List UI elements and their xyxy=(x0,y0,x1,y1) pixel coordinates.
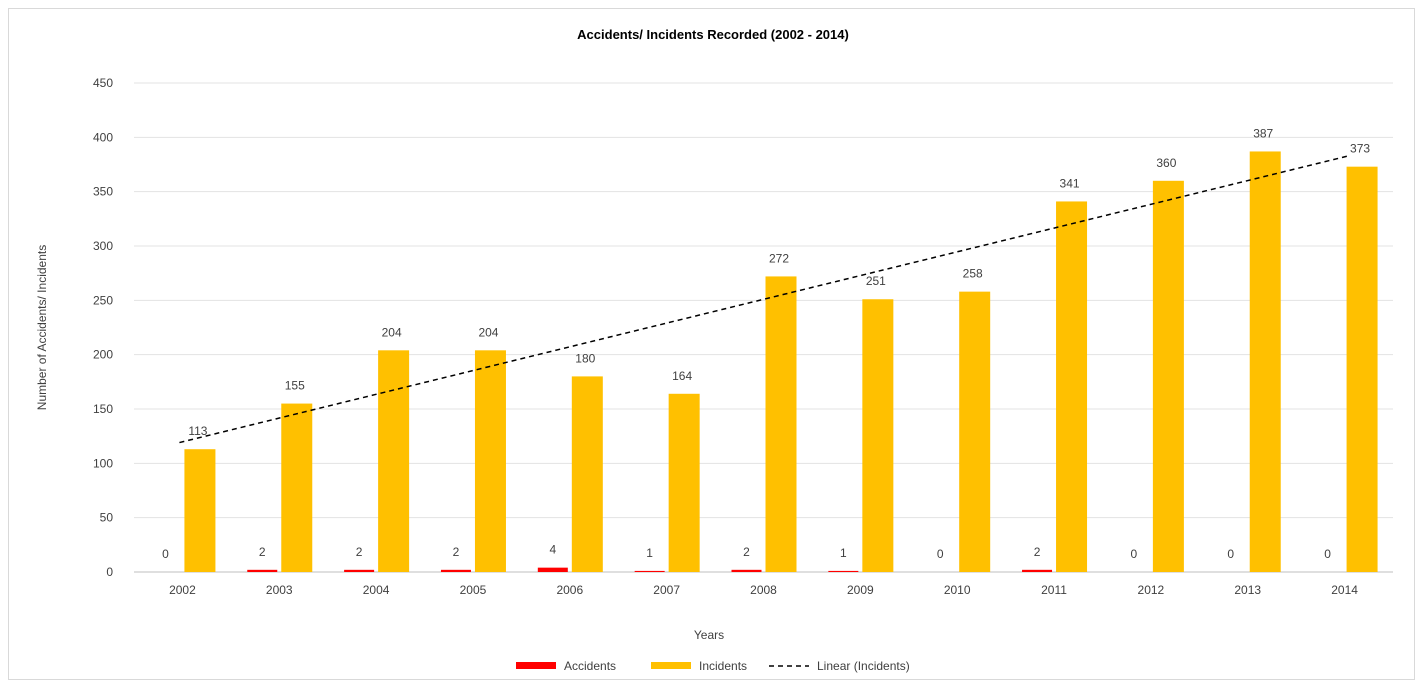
data-label-incidents: 204 xyxy=(478,325,498,339)
y-axis-title: Number of Accidents/ Incidents xyxy=(35,245,49,410)
bar-incidents xyxy=(1152,180,1184,573)
x-tick-label: 2004 xyxy=(363,583,390,597)
legend-label-incidents: Incidents xyxy=(699,659,747,673)
chart-frame: Accidents/ Incidents Recorded (2002 - 20… xyxy=(8,8,1415,680)
data-label-incidents: 272 xyxy=(769,251,789,265)
bar-accidents xyxy=(731,569,762,572)
x-tick-label: 2007 xyxy=(653,583,680,597)
bar-incidents xyxy=(765,276,797,572)
x-tick-label: 2014 xyxy=(1331,583,1358,597)
chart-title: Accidents/ Incidents Recorded (2002 - 20… xyxy=(577,27,849,42)
x-tick-label: 2003 xyxy=(266,583,293,597)
bar-incidents xyxy=(1346,166,1378,572)
bar-incidents xyxy=(474,350,506,572)
data-label-accidents: 2 xyxy=(259,545,266,559)
data-label-accidents: 4 xyxy=(549,543,556,557)
bars xyxy=(184,151,1378,573)
x-tick-label: 2005 xyxy=(460,583,487,597)
data-label-accidents: 0 xyxy=(162,547,169,561)
data-label-incidents: 258 xyxy=(963,267,983,281)
data-label-accidents: 2 xyxy=(356,545,363,559)
data-label-incidents: 360 xyxy=(1156,156,1176,170)
bar-incidents xyxy=(281,403,313,572)
data-label-incidents: 251 xyxy=(866,274,886,288)
bar-accidents xyxy=(828,570,859,572)
legend-swatch-incidents xyxy=(651,662,691,669)
data-label-accidents: 0 xyxy=(1131,547,1138,561)
data-label-accidents: 0 xyxy=(1324,547,1331,561)
data-label-accidents: 1 xyxy=(840,546,847,560)
bar-incidents xyxy=(378,350,410,572)
bar-incidents xyxy=(571,376,603,572)
data-label-incidents: 204 xyxy=(382,325,402,339)
data-label-accidents: 2 xyxy=(1034,545,1041,559)
x-tick-label: 2008 xyxy=(750,583,777,597)
bar-accidents xyxy=(440,569,471,572)
bar-accidents xyxy=(537,567,568,572)
bar-accidents xyxy=(1022,569,1053,572)
data-labels: 0 113 2 155 2 204 2 204 4 180 1 164 2 272 1 251 0 258 2 341… xyxy=(162,126,1370,561)
y-tick-label: 400 xyxy=(93,130,113,144)
data-label-accidents: 0 xyxy=(1227,547,1234,561)
x-tick-label: 2011 xyxy=(1041,583,1067,597)
data-label-incidents: 180 xyxy=(575,351,595,365)
x-tick-label: 2009 xyxy=(847,583,874,597)
bar-accidents xyxy=(634,570,665,572)
legend: Accidents Incidents Linear (Incidents) xyxy=(516,659,910,673)
x-tick-label: 2010 xyxy=(944,583,971,597)
x-tick-label: 2012 xyxy=(1138,583,1165,597)
y-tick-label: 0 xyxy=(106,565,113,579)
y-tick-label: 200 xyxy=(93,348,113,362)
legend-label-accidents: Accidents xyxy=(564,659,616,673)
data-label-incidents: 164 xyxy=(672,369,692,383)
bar-incidents xyxy=(1056,201,1088,573)
x-tick-label: 2002 xyxy=(169,583,196,597)
y-tick-label: 350 xyxy=(93,185,113,199)
data-label-incidents: 113 xyxy=(188,424,207,438)
trendline xyxy=(179,155,1348,444)
x-axis-ticks: 2002 2003 2004 2005 2006 2007 2008 2009 2010 2011… xyxy=(169,583,1358,597)
bar-incidents xyxy=(668,393,700,572)
data-label-incidents: 341 xyxy=(1060,176,1080,190)
bar-incidents xyxy=(959,291,991,572)
x-tick-label: 2006 xyxy=(556,583,583,597)
bar-incidents xyxy=(862,299,894,572)
bar-chart: Accidents/ Incidents Recorded (2002 - 20… xyxy=(35,27,1393,673)
y-tick-label: 50 xyxy=(100,511,114,525)
data-label-incidents: 155 xyxy=(285,379,305,393)
x-tick-label: 2013 xyxy=(1234,583,1261,597)
bar-accidents xyxy=(344,569,375,572)
bar-incidents xyxy=(1249,151,1281,572)
bar-accidents xyxy=(247,569,278,572)
data-label-incidents: 387 xyxy=(1253,126,1273,140)
data-label-incidents: 373 xyxy=(1350,142,1370,156)
y-tick-label: 450 xyxy=(93,76,113,90)
data-label-accidents: 2 xyxy=(743,545,750,559)
bar-incidents xyxy=(184,449,216,572)
y-tick-label: 300 xyxy=(93,239,113,253)
x-axis-title: Years xyxy=(694,628,724,642)
y-tick-label: 100 xyxy=(93,456,113,470)
legend-label-trendline: Linear (Incidents) xyxy=(817,659,910,673)
legend-swatch-accidents xyxy=(516,662,556,669)
data-label-accidents: 1 xyxy=(646,546,653,560)
data-label-accidents: 0 xyxy=(937,547,944,561)
y-tick-label: 250 xyxy=(93,293,113,307)
y-tick-label: 150 xyxy=(93,402,113,416)
gridlines xyxy=(134,82,1393,573)
data-label-accidents: 2 xyxy=(453,545,460,559)
y-axis-ticks: 0 50 100 150 200 250 300 350 400 450 xyxy=(93,76,113,579)
